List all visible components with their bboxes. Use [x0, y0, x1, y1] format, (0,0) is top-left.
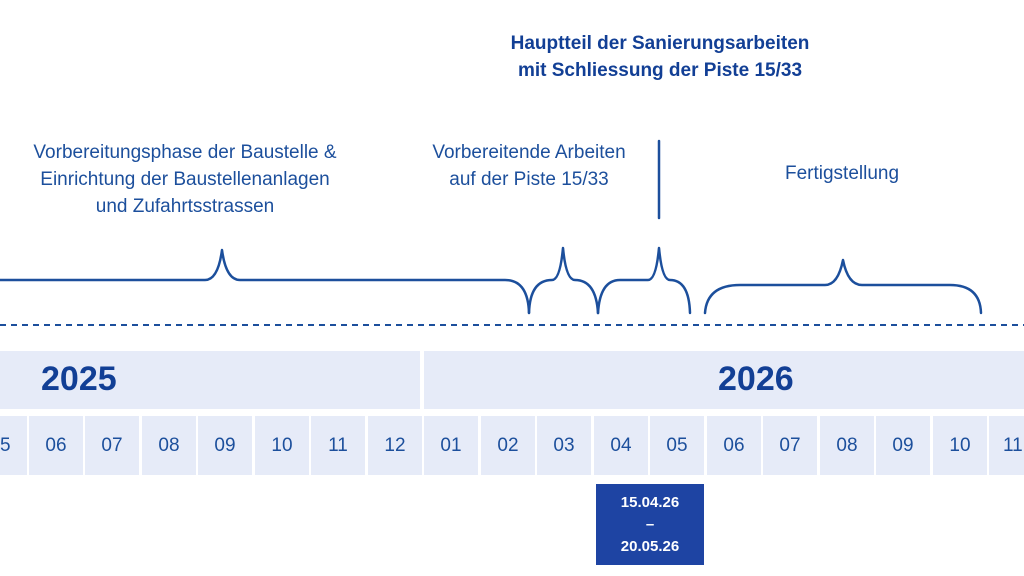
month-cell: 12: [368, 416, 422, 475]
month-cell: 10: [933, 416, 987, 475]
closure-date-separator: –: [645, 515, 655, 533]
closure-date-box: 15.04.26 – 20.05.26: [596, 484, 704, 565]
closure-end-date: 20.05.26: [620, 537, 680, 555]
phase-completion-label: Fertigstellung: [742, 160, 942, 187]
month-cell: 01: [424, 416, 478, 475]
phase-preparation-line3: und Zufahrtsstrassen: [95, 196, 275, 217]
brace-preparation: [0, 248, 531, 315]
month-cell: 11: [311, 416, 365, 475]
month-cell: 02: [481, 416, 535, 475]
phase-runway-prep-line1: Vorbereitende Arbeiten: [432, 142, 626, 163]
year-band-2025: 2025: [0, 351, 420, 409]
phase-braces: [0, 139, 1024, 326]
main-phase-title: Hauptteil der Sanierungsarbeiten mit Sch…: [440, 30, 880, 84]
closure-start-date: 15.04.26: [620, 493, 680, 511]
brace-runway-prep: [527, 246, 600, 315]
phase-preparation-label: Vorbereitungsphase der Baustelle & Einri…: [0, 139, 390, 220]
month-cell: 07: [763, 416, 817, 475]
year-label-2025: 2025: [41, 360, 117, 398]
month-cell: 06: [29, 416, 83, 475]
month-cell: 10: [255, 416, 309, 475]
month-cell: 04: [594, 416, 648, 475]
month-cell: 05: [0, 416, 27, 475]
brace-main-closure: [596, 246, 692, 315]
phase-runway-prep-label: Vorbereitende Arbeiten auf der Piste 15/…: [399, 139, 659, 193]
year-band-2026: 2026: [424, 351, 1024, 409]
phase-completion-line1: Fertigstellung: [784, 163, 900, 184]
month-cell: 09: [198, 416, 252, 475]
month-cell: 09: [876, 416, 930, 475]
month-cell: 03: [537, 416, 591, 475]
phase-preparation-line2: Einrichtung der Baustellenanlagen: [40, 169, 330, 190]
month-cell: 07: [85, 416, 139, 475]
month-cell: 08: [820, 416, 874, 475]
month-cell: 08: [142, 416, 196, 475]
year-label-2026: 2026: [718, 360, 794, 398]
brace-completion: [703, 258, 983, 315]
month-cell: 06: [707, 416, 761, 475]
phase-runway-prep-line2: auf der Piste 15/33: [449, 169, 609, 190]
month-cell: 11: [989, 416, 1024, 475]
month-cell: 05: [650, 416, 704, 475]
main-phase-title-line2: mit Schliessung der Piste 15/33: [517, 60, 803, 81]
main-phase-title-line1: Hauptteil der Sanierungsarbeiten: [510, 33, 810, 54]
phase-preparation-line1: Vorbereitungsphase der Baustelle &: [33, 142, 337, 163]
